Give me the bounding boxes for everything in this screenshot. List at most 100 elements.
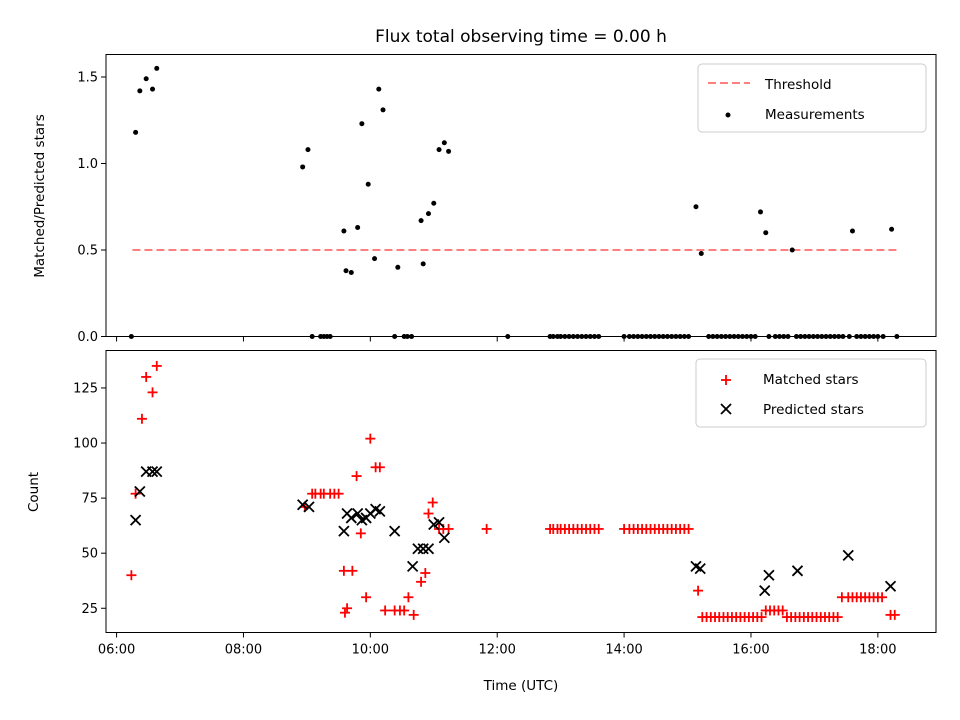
predicted-star-point bbox=[763, 569, 775, 581]
bottom-y-tick-label: 75 bbox=[81, 492, 98, 507]
top-y-tick-label: 1.5 bbox=[77, 70, 98, 85]
predicted-star-point bbox=[134, 485, 146, 498]
bottom-panel: Count Time (UTC) 25 50 75 100 125 06:00 08:00… bbox=[26, 350, 937, 694]
bottom-x-tick-label: 08:00 bbox=[225, 643, 262, 658]
matched-star-point bbox=[877, 592, 888, 603]
predicted-star-point bbox=[791, 565, 804, 577]
matched-star-point bbox=[380, 605, 391, 616]
measurement-point bbox=[446, 148, 452, 154]
measurement-point bbox=[889, 226, 895, 232]
matched-star-point bbox=[777, 605, 788, 616]
measurement-point bbox=[341, 228, 347, 234]
matched-star-point bbox=[342, 603, 353, 614]
predicted-star-point bbox=[842, 549, 854, 562]
predicted-star-point bbox=[884, 580, 897, 592]
matched-star-point bbox=[351, 471, 362, 482]
bottom-x-tick-label: 18:00 bbox=[859, 643, 896, 658]
measurement-point bbox=[441, 140, 447, 146]
matched-star-point bbox=[756, 612, 767, 623]
measurement-point bbox=[348, 269, 354, 275]
measurement-point bbox=[300, 164, 306, 170]
bottom-x-tick-label: 10:00 bbox=[352, 643, 389, 658]
measurement-point bbox=[355, 225, 361, 231]
measurement-point bbox=[693, 204, 699, 210]
legend-threshold-label: Threshold bbox=[764, 77, 832, 93]
predicted-star-point bbox=[389, 525, 401, 537]
legend-matched-label: Matched stars bbox=[763, 372, 859, 388]
bottom-y-tick-label: 25 bbox=[81, 602, 98, 617]
predicted-star-point bbox=[129, 514, 142, 526]
predicted-star-point bbox=[303, 501, 315, 513]
measurement-point bbox=[420, 261, 426, 267]
predicted-star-point bbox=[417, 543, 429, 555]
measurement-point bbox=[376, 86, 382, 92]
predicted-star-point bbox=[694, 562, 706, 575]
matched-star-point bbox=[399, 605, 410, 616]
bottom-y-tick-label: 100 bbox=[73, 437, 98, 452]
predicted-star-point bbox=[759, 585, 771, 597]
measurement-point bbox=[343, 268, 349, 274]
matched-star-point bbox=[481, 523, 492, 534]
bottom-x-axis-label: Time (UTC) bbox=[483, 678, 559, 694]
measurement-point bbox=[425, 211, 431, 217]
matched-star-point bbox=[408, 609, 419, 620]
measurement-point bbox=[789, 247, 795, 253]
predicted-star-point bbox=[422, 543, 435, 555]
bottom-x-tick-label: 16:00 bbox=[732, 643, 769, 658]
measurement-point bbox=[436, 147, 442, 153]
measurement-point bbox=[143, 76, 149, 82]
matched-star-point bbox=[365, 433, 376, 444]
measurement-point bbox=[395, 264, 401, 270]
top-axes-frame bbox=[105, 54, 937, 337]
bottom-x-tick-label: 14:00 bbox=[605, 643, 642, 658]
matched-star-point bbox=[147, 387, 158, 398]
predicted-star-point bbox=[345, 512, 357, 524]
matched-star-point bbox=[333, 488, 344, 499]
matched-star-point bbox=[889, 609, 900, 620]
measurement-point bbox=[305, 147, 311, 153]
top-legend: Threshold Measurements bbox=[697, 63, 927, 133]
matched-star-point bbox=[136, 413, 147, 424]
measurement-point bbox=[154, 65, 160, 71]
matched-star-point bbox=[423, 508, 434, 519]
top-chart-title: Flux total observing time = 0.00 h bbox=[375, 27, 667, 47]
bottom-y-tick-label: 50 bbox=[81, 547, 98, 562]
matched-star-point bbox=[427, 497, 438, 508]
matched-star-point bbox=[693, 585, 704, 596]
matched-star-point bbox=[593, 523, 604, 534]
legend-predicted-swatch bbox=[720, 403, 732, 415]
bottom-legend-box bbox=[695, 358, 927, 428]
matched-star-point bbox=[403, 592, 414, 603]
bottom-y-ticks: 25 50 75 100 125 bbox=[73, 381, 106, 617]
bottom-x-tick-label: 12:00 bbox=[478, 643, 515, 658]
predicted-star-point bbox=[297, 499, 309, 511]
measurement-point bbox=[137, 88, 143, 94]
matched-star-point bbox=[339, 607, 350, 618]
legend-matched-swatch bbox=[721, 375, 731, 385]
measurement-point bbox=[372, 256, 378, 262]
top-panel: Flux total observing time = 0.00 h Match… bbox=[32, 27, 937, 345]
bottom-plot-area bbox=[126, 360, 900, 623]
legend-measurements-label: Measurements bbox=[765, 107, 865, 123]
bottom-axes-frame bbox=[105, 350, 937, 633]
top-y-ticks: 0.0 0.5 1.0 1.5 bbox=[77, 70, 106, 345]
matched-star-point bbox=[347, 565, 358, 576]
bottom-x-tick-label: 06:00 bbox=[98, 643, 135, 658]
matched-star-point bbox=[151, 360, 162, 371]
predicted-star-point bbox=[412, 543, 424, 555]
predicted-star-point bbox=[438, 532, 450, 544]
matched-star-point bbox=[126, 570, 137, 581]
matched-star-point bbox=[416, 576, 427, 587]
predicted-star-point bbox=[406, 560, 419, 573]
top-y-tick-label: 1.0 bbox=[77, 157, 98, 172]
predicted-star-point bbox=[433, 516, 445, 528]
matched-star-point bbox=[832, 612, 843, 623]
bottom-x-ticks: 06:00 08:00 10:00 12:00 14:00 16:00 18:00 bbox=[98, 632, 897, 658]
measurement-point bbox=[380, 107, 386, 113]
legend-predicted-label: Predicted stars bbox=[763, 402, 864, 418]
bottom-y-axis-label: Count bbox=[26, 472, 42, 512]
predicted-star-point bbox=[151, 466, 163, 478]
measurement-point bbox=[365, 181, 371, 187]
top-y-axis-label: Matched/Predicted stars bbox=[32, 114, 48, 277]
